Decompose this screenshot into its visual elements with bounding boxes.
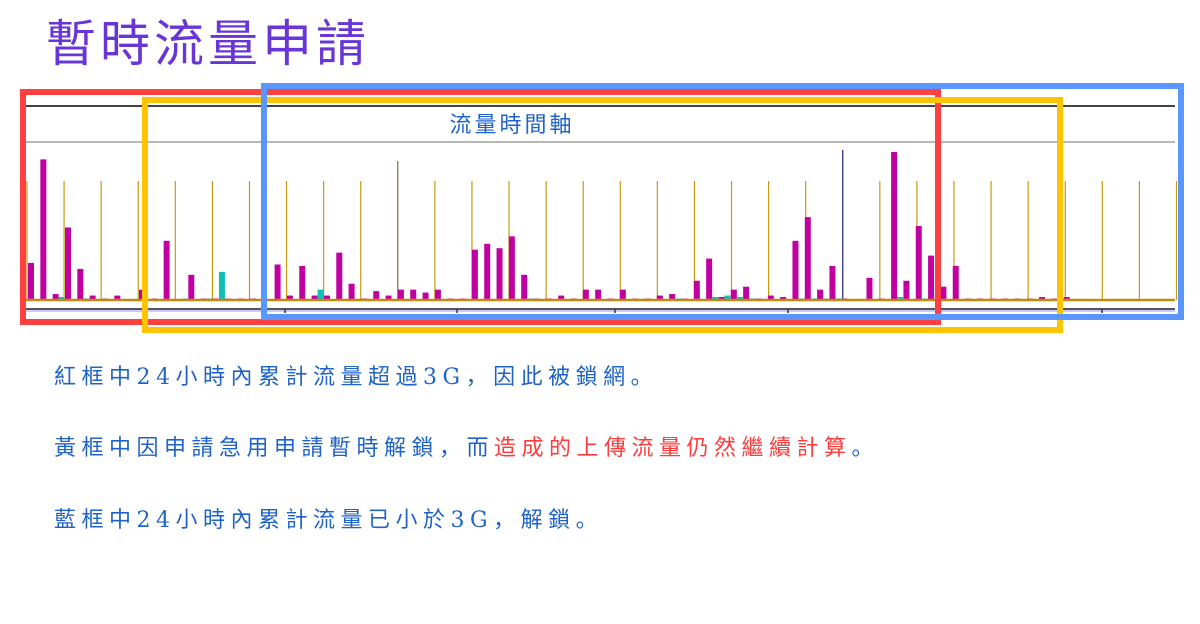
note-yellow-box: 黃框中因申請急用申請暫時解鎖，而造成的上傳流量仍然繼續計算。 — [54, 434, 879, 464]
bar-primary — [311, 295, 318, 300]
blue-highlight-box — [261, 83, 1184, 320]
bar-primary — [792, 240, 799, 300]
bar-primary — [484, 243, 491, 300]
bar-primary — [767, 295, 774, 300]
bar-primary — [952, 265, 959, 300]
bar-primary — [336, 252, 343, 300]
bar-primary — [77, 268, 84, 300]
bar-primary — [619, 289, 626, 300]
bar-primary — [397, 289, 404, 300]
note-yellow-emphasis: 造成的上傳流量仍然繼續計算 — [494, 436, 852, 461]
bar-primary — [866, 277, 873, 300]
bar-primary — [693, 280, 700, 300]
bar-primary — [188, 274, 195, 300]
bar-primary — [656, 295, 663, 300]
bar-primary — [1063, 297, 1070, 300]
bar-primary — [891, 152, 898, 300]
bar-primary — [928, 255, 935, 300]
bar-primary — [138, 289, 145, 300]
bar-secondary — [218, 271, 225, 300]
bar-primary — [434, 289, 441, 300]
note-yellow-end: 。 — [851, 436, 880, 461]
bar-primary — [348, 283, 355, 300]
note-red-box: 紅框中24小時內累計流量超過3G，因此被鎖網。 — [54, 365, 659, 390]
bar-primary — [496, 248, 503, 300]
bar-secondary — [712, 297, 719, 300]
bar-primary — [706, 258, 713, 300]
bar-primary — [89, 295, 96, 300]
bar-primary — [804, 217, 811, 300]
bar-secondary — [897, 297, 904, 300]
bar-primary — [40, 159, 47, 300]
bar-primary — [28, 263, 34, 300]
bar-primary — [299, 265, 306, 300]
chart-title: 流量時間軸 — [449, 113, 574, 138]
bar-primary — [743, 286, 750, 300]
bar-secondary — [58, 297, 65, 300]
slide-title: 暫時流量申請 — [46, 15, 370, 73]
bar-primary — [521, 274, 528, 300]
bar-primary — [829, 265, 836, 300]
bar-primary — [595, 289, 602, 300]
bar-primary — [582, 289, 589, 300]
bar-primary — [1039, 297, 1046, 300]
note-blue-box: 藍框中24小時內累計流量已小於3G，解鎖。 — [54, 508, 604, 533]
bar-primary — [373, 291, 380, 300]
bar-primary — [52, 294, 59, 300]
bar-primary — [385, 295, 392, 300]
bar-primary — [286, 295, 293, 300]
bar-primary — [780, 297, 787, 300]
bar-primary — [471, 249, 478, 300]
bar-primary — [274, 264, 281, 300]
bar-primary — [422, 292, 429, 300]
red-highlight-box — [20, 89, 941, 325]
bar-primary — [410, 289, 417, 300]
bar-primary — [114, 295, 121, 300]
bar-primary — [508, 236, 515, 300]
bar-primary — [718, 297, 725, 300]
bar-primary — [163, 240, 170, 300]
bar-secondary — [724, 295, 731, 300]
bar-primary — [817, 289, 824, 300]
yellow-highlight-box — [142, 97, 1063, 333]
bar-primary — [669, 294, 676, 300]
bar-primary — [915, 226, 922, 300]
bar-primary — [730, 289, 737, 300]
bar-secondary — [736, 297, 743, 300]
traffic-timeline-chart: 流量時間軸 — [26, 105, 1178, 313]
note-yellow-part1: 黃框中因申請急用申請暫時解鎖，而 — [54, 436, 495, 461]
bar-primary — [558, 295, 565, 300]
bar-primary — [903, 280, 910, 300]
bar-primary — [323, 295, 330, 300]
bar-primary — [64, 227, 71, 300]
bar-primary — [940, 286, 947, 300]
bar-secondary — [317, 289, 324, 300]
